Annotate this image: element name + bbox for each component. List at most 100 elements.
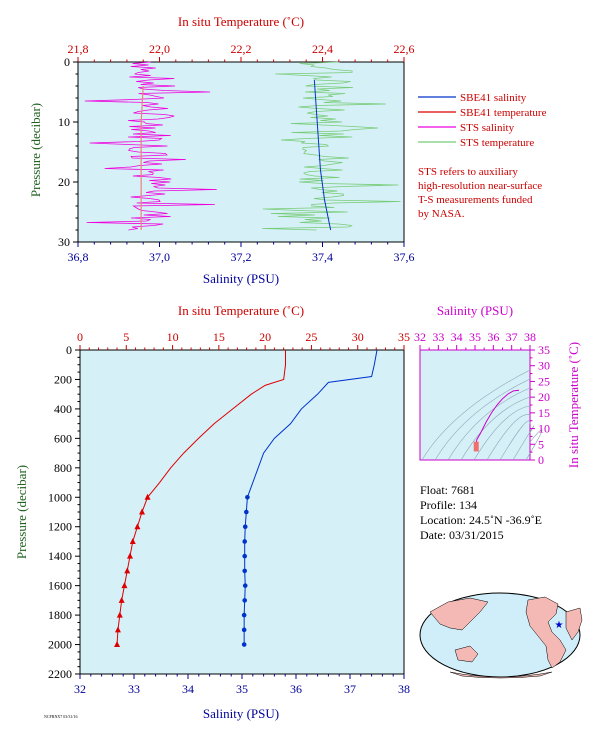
- ts-salinity-axis-tick-label: 35: [469, 330, 481, 344]
- temperature-marker: [144, 493, 151, 500]
- near-surface-temperature-axis-tick-label: 21,8: [68, 42, 89, 56]
- temperature-profile-trace: [116, 350, 287, 645]
- near-surface-temperature-axis-tick-label: 22,4: [312, 42, 333, 56]
- profile-temperature-axis-tick-label: 35: [398, 330, 410, 344]
- float-info: Float: 7681 Profile: 134 Location: 24.5˚…: [420, 483, 542, 542]
- temperature-marker: [124, 567, 131, 574]
- profile-temperature-line: [114, 350, 287, 648]
- temperature-marker: [116, 611, 123, 618]
- profile-temperature-axis: 0 5 10 15 20 25 30 35: [77, 330, 410, 350]
- ts-density-contours: [421, 369, 543, 461]
- map-land-antarctica: [449, 671, 553, 679]
- near-surface-salinity-axis-tick-label: 37,4: [312, 250, 333, 264]
- density-contour: [421, 369, 531, 461]
- temperature-marker: [114, 641, 121, 648]
- temperature-marker: [139, 508, 146, 515]
- density-contour: [486, 414, 531, 461]
- ts-salinity-axis-tick-label: 36: [487, 330, 499, 344]
- sts-temperature-line: [262, 61, 401, 231]
- near-surface-pressure-axis-tick-label: 30: [58, 235, 70, 249]
- profile-temperature-axis-tick-label: 5: [123, 330, 129, 344]
- profile-pressure-axis-tick-label: 2200: [48, 667, 72, 681]
- profile-temperature-axis-tick-label: 0: [77, 330, 83, 344]
- sbe41-temperature-trace: [140, 85, 144, 230]
- ts-curve: [473, 389, 520, 452]
- profile-temperature-axis-tick-label: 20: [259, 330, 271, 344]
- ts-temperature-axis-tick-label: 30: [538, 359, 550, 373]
- profile-plot-area: [79, 349, 405, 675]
- legend-label-sbe41-salinity: SBE41 salinity: [460, 92, 527, 104]
- salinity-marker: [242, 598, 247, 603]
- near-surface-temperature-axis-tick-label: 22,2: [231, 42, 252, 56]
- salinity-marker: [242, 553, 247, 559]
- map-land-eurasia: [429, 597, 489, 631]
- profile-pressure-axis-tick-label: 600: [54, 431, 72, 445]
- near-surface-salinity-axis: 36,8 37,0 37,2 37,4 37,6: [68, 242, 415, 264]
- profile-pressure-axis-tick-label: 0: [66, 343, 72, 357]
- near-surface-panel: 21,8 22,0 22,2 22,4 22,6 36,8 37,0 37,2 37,4 37,…: [28, 14, 547, 286]
- profile-pressure-axis-tick-label: 1800: [48, 608, 72, 622]
- profile-salinity-axis-tick-label: 38: [398, 682, 410, 696]
- near-surface-left-axis-title: Pressure (decibar): [28, 103, 43, 197]
- profile-number: Profile: 134: [420, 498, 477, 512]
- profile-pressure-axis-tick-label: 800: [54, 461, 72, 475]
- profile-pressure-axis-tick-label: 1000: [48, 490, 72, 504]
- density-contour: [499, 420, 531, 461]
- profile-pressure-axis-tick-label: 2000: [48, 638, 72, 652]
- profile-pressure-axis-tick-label: 200: [54, 372, 72, 386]
- temperature-marker: [121, 582, 128, 589]
- profile-temperature-axis-tick-label: 10: [167, 330, 179, 344]
- near-surface-pressure-axis: 0 10 20 30: [58, 55, 78, 249]
- ts-temperature-axis-tick-label: 5: [538, 437, 544, 451]
- map-land-australia: [454, 645, 479, 663]
- ts-salinity-axis-tick-label: 33: [432, 330, 444, 344]
- profile-panel: 0 5 10 15 20 25 30 35 32 33 34 35 36 37 38 0 200 400 600…: [14, 303, 410, 721]
- legend: SBE41 salinity SBE41 temperature STS sal…: [418, 92, 547, 220]
- profile-top-axis-title: In situ Temperature (˚C): [178, 303, 304, 318]
- profile-pressure-axis-tick-label: 400: [54, 402, 72, 416]
- ts-temperature-axis-tick-label: 0: [538, 453, 544, 467]
- profile-pressure-axis-tick-label: 1400: [48, 549, 72, 563]
- salinity-marker: [242, 539, 247, 544]
- profile-pressure-axis: 0 200 400 600 800 1000 1200 1400 1600 1800 2000 220…: [48, 343, 80, 681]
- ts-salinity-axis: 32 33 34 35 36 37 38: [414, 330, 536, 350]
- ts-x-axis-title: Salinity (PSU): [437, 303, 513, 318]
- profile-salinity-axis-tick-label: 34: [182, 682, 194, 696]
- ts-y-axis-title: In situ Temperature (˚C): [566, 342, 581, 468]
- profile-temperature-axis-tick-label: 25: [305, 330, 317, 344]
- legend-label-sts-salinity: STS salinity: [460, 122, 515, 134]
- sts-salinity-line: [84, 61, 217, 231]
- salinity-marker: [242, 583, 248, 588]
- ts-salinity-axis-tick-label: 34: [451, 330, 463, 344]
- map-land-americas: [525, 596, 567, 669]
- profile-temperature-axis-tick-label: 30: [352, 330, 364, 344]
- sts-salinity-trace: [84, 61, 217, 231]
- profile-pressure-axis-tick-label: 1200: [48, 520, 72, 534]
- near-surface-salinity-axis-tick-label: 37,0: [149, 250, 170, 264]
- ts-trace: [475, 389, 520, 448]
- salinity-marker: [244, 509, 249, 515]
- near-surface-salinity-axis-tick-label: 37,6: [394, 250, 415, 264]
- world-map: ★: [419, 592, 583, 679]
- near-surface-salinity-axis-tick-label: 36,8: [68, 250, 89, 264]
- profile-pressure-axis-tick-label: 1600: [48, 579, 72, 593]
- near-surface-salinity-axis-tick-label: 37,2: [231, 250, 252, 264]
- salinity-marker: [245, 494, 250, 500]
- ts-temperature-axis-tick-label: 10: [538, 422, 550, 436]
- salinity-profile-trace: [243, 349, 378, 645]
- sbe41-salinity-line: [313, 79, 332, 231]
- ts-deep-cluster: [473, 441, 479, 452]
- footer-stamp: NCFRNX7 03/31/16: [44, 714, 77, 719]
- legend-note-line-1: STS refers to auxiliary: [418, 166, 518, 178]
- profile-bottom-axis-title: Salinity (PSU): [203, 706, 279, 721]
- profile-salinity-line: [241, 349, 378, 647]
- profile-salinity-axis: 32 33 34 35 36 37 38: [74, 674, 410, 696]
- ts-temperature-axis-tick-label: 15: [538, 406, 550, 420]
- float-location-marker: ★: [555, 620, 564, 631]
- sbe41-salinity-trace: [313, 79, 332, 231]
- sts-temperature-trace: [262, 61, 401, 231]
- ts-salinity-axis-tick-label: 32: [414, 330, 426, 344]
- ts-temperature-axis-tick-label: 25: [538, 374, 550, 388]
- temperature-marker: [126, 552, 133, 559]
